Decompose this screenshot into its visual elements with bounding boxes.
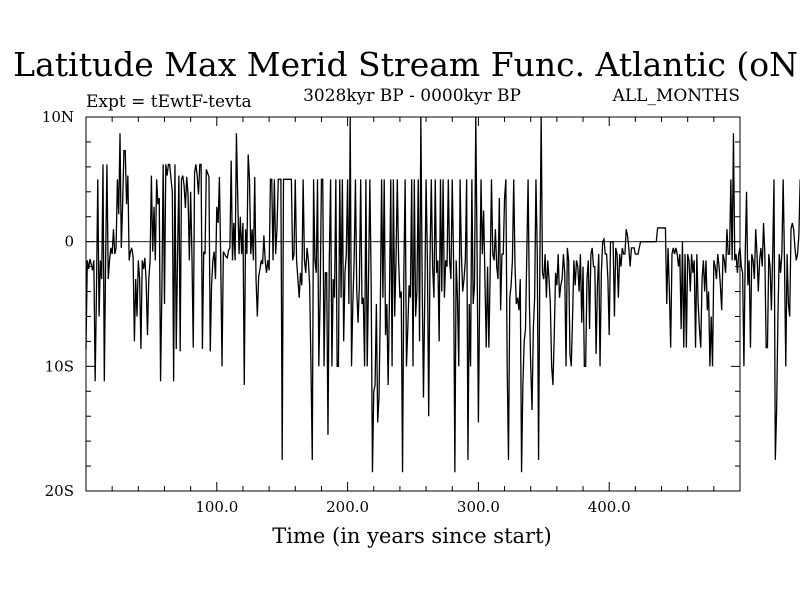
x-tick-label: 300.0	[457, 498, 500, 516]
plot-layer: 100.0 200.0 300.0 400.0 10N 0 10S 20S	[42, 108, 800, 516]
subtitle-experiment: Expt = tEwtF-tevta	[86, 92, 252, 112]
x-tick-label: 100.0	[195, 498, 238, 516]
y-tick-label: 10N	[42, 108, 74, 126]
y-tick-label: 20S	[45, 482, 74, 500]
subtitle-months: ALL_MONTHS	[612, 86, 740, 106]
x-axis-label: Time (in years since start)	[272, 524, 551, 548]
plot-frame	[85, 116, 741, 492]
x-tick-label: 400.0	[588, 498, 631, 516]
y-tick-label: 10S	[45, 357, 74, 375]
x-tick-label: 200.0	[326, 498, 369, 516]
y-tick-label: 0	[64, 233, 74, 251]
subtitle-period: 3028kyr BP - 0000kyr BP	[303, 86, 521, 106]
chart-title: Latitude Max Merid Stream Func. Atlantic…	[13, 45, 800, 84]
series-line	[85, 116, 800, 473]
